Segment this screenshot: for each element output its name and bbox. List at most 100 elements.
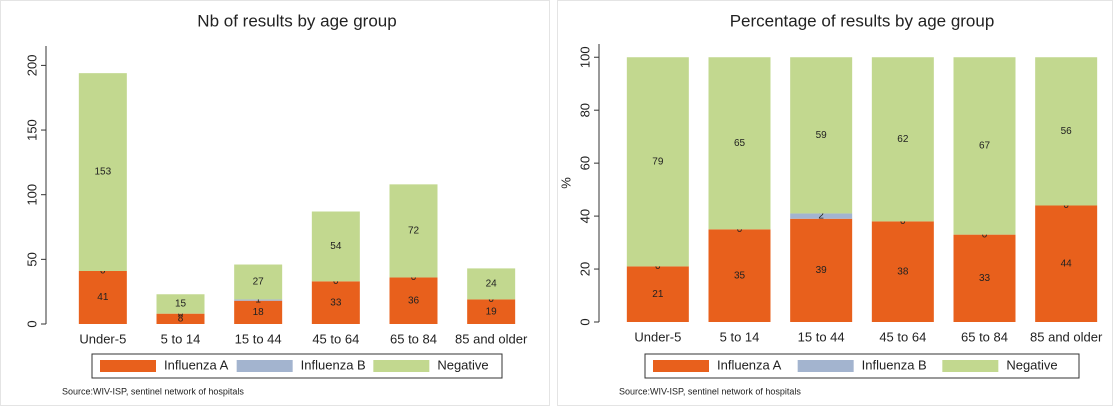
- x-tick-label: 45 to 64: [879, 329, 926, 344]
- legend-swatch: [942, 360, 999, 372]
- bar-segment: [234, 300, 283, 324]
- legend-label: Influenza B: [862, 357, 927, 372]
- data-label: 79: [652, 156, 664, 167]
- bar-segment: [953, 234, 1016, 322]
- y-tick-label: 150: [24, 119, 39, 141]
- y-tick-label: 20: [577, 262, 592, 276]
- legend-swatch: [373, 360, 430, 372]
- data-label: 21: [652, 289, 664, 300]
- data-label: 33: [979, 273, 991, 284]
- bar-segment: [708, 57, 771, 230]
- data-label: 8: [178, 313, 184, 324]
- data-label: 44: [1061, 258, 1073, 269]
- data-label: 33: [330, 297, 342, 308]
- data-label: 36: [408, 295, 420, 306]
- y-tick-label: 100: [577, 46, 592, 68]
- bar-segment: [790, 57, 853, 214]
- y-tick-label: 60: [577, 156, 592, 170]
- x-tick-label: 85 and older: [455, 331, 528, 346]
- bar-segment: [389, 184, 438, 278]
- chart-title: Percentage of results by age group: [730, 11, 995, 30]
- x-tick-label: 5 to 14: [161, 331, 201, 346]
- data-label: 0: [411, 272, 417, 283]
- bar-segment: [953, 57, 1016, 235]
- data-label: 24: [486, 279, 498, 290]
- data-label: 59: [816, 130, 828, 141]
- bar-segment: [871, 221, 934, 322]
- legend-swatch: [100, 360, 156, 372]
- y-tick-label: 0: [577, 318, 592, 325]
- y-tick-label: 80: [577, 103, 592, 117]
- data-label: 153: [94, 167, 111, 178]
- x-tick-label: 5 to 14: [720, 329, 760, 344]
- data-label: 0: [333, 276, 339, 287]
- data-label: 38: [897, 266, 909, 277]
- data-label: 67: [979, 141, 991, 152]
- bar-segment: [708, 229, 771, 322]
- y-tick-label: 50: [24, 252, 39, 266]
- x-tick-label: Under-5: [79, 331, 126, 346]
- bar-segment: [1035, 205, 1098, 322]
- bar-segment: [467, 299, 516, 324]
- data-label: 0: [1063, 200, 1069, 211]
- legend-label: Influenza B: [301, 357, 366, 372]
- bar-segment: [467, 268, 516, 300]
- data-label: 0: [178, 308, 184, 319]
- bar-segment: [389, 277, 438, 324]
- y-tick-label: 40: [577, 209, 592, 223]
- legend-label: Influenza A: [164, 357, 229, 372]
- x-tick-label: 65 to 84: [390, 331, 437, 346]
- bar-segment: [156, 313, 205, 324]
- legend-swatch: [236, 360, 293, 372]
- data-label: 72: [408, 226, 420, 237]
- legend-swatch: [653, 360, 709, 372]
- bar-segment: [1035, 57, 1098, 206]
- data-label: 0: [488, 294, 494, 305]
- data-label: 1: [255, 295, 261, 306]
- bar-segment: [78, 73, 127, 271]
- legend-box: [644, 353, 1080, 379]
- source-note: Source:WIV-ISP, sentinel network of hosp…: [62, 386, 244, 396]
- data-label: 41: [97, 292, 109, 303]
- bar-segment: [234, 299, 283, 301]
- data-label: 62: [897, 134, 909, 145]
- bar-segment: [626, 57, 689, 267]
- legend-label: Influenza A: [717, 357, 782, 372]
- bar-segment: [790, 218, 853, 322]
- data-label: 39: [816, 265, 828, 276]
- data-label: 18: [253, 307, 265, 318]
- data-label: 19: [486, 306, 498, 317]
- x-tick-label: 15 to 44: [798, 329, 845, 344]
- data-label: 0: [100, 266, 106, 277]
- x-tick-label: 15 to 44: [235, 331, 282, 346]
- bar-segment: [311, 211, 360, 282]
- y-tick-label: 100: [24, 184, 39, 206]
- data-label: 56: [1061, 126, 1073, 137]
- legend-label: Negative: [437, 357, 488, 372]
- data-label: 15: [175, 299, 187, 310]
- bar-segment: [311, 281, 360, 324]
- bar-segment: [626, 266, 689, 322]
- bar-segment: [871, 57, 934, 222]
- data-label: 0: [982, 229, 988, 240]
- legend-label: Negative: [1006, 357, 1057, 372]
- data-label: 54: [330, 241, 342, 252]
- y-tick-label: 0: [24, 320, 39, 327]
- data-label: 27: [253, 277, 265, 288]
- x-tick-label: 65 to 84: [961, 329, 1008, 344]
- bar-segment: [78, 270, 127, 324]
- data-label: 65: [734, 138, 746, 149]
- bar-segment: [156, 294, 205, 314]
- data-label: 0: [737, 224, 743, 235]
- bar-segment: [234, 264, 283, 300]
- x-tick-label: Under-5: [634, 329, 681, 344]
- bar-segment: [790, 213, 853, 219]
- chart-title: Nb of results by age group: [197, 11, 396, 30]
- data-label: 0: [900, 216, 906, 227]
- data-label: 0: [655, 261, 661, 272]
- y-tick-label: 200: [24, 55, 39, 77]
- source-note: Source:WIV-ISP, sentinel network of hosp…: [619, 386, 801, 396]
- x-tick-label: 85 and older: [1030, 329, 1103, 344]
- x-tick-label: 45 to 64: [312, 331, 359, 346]
